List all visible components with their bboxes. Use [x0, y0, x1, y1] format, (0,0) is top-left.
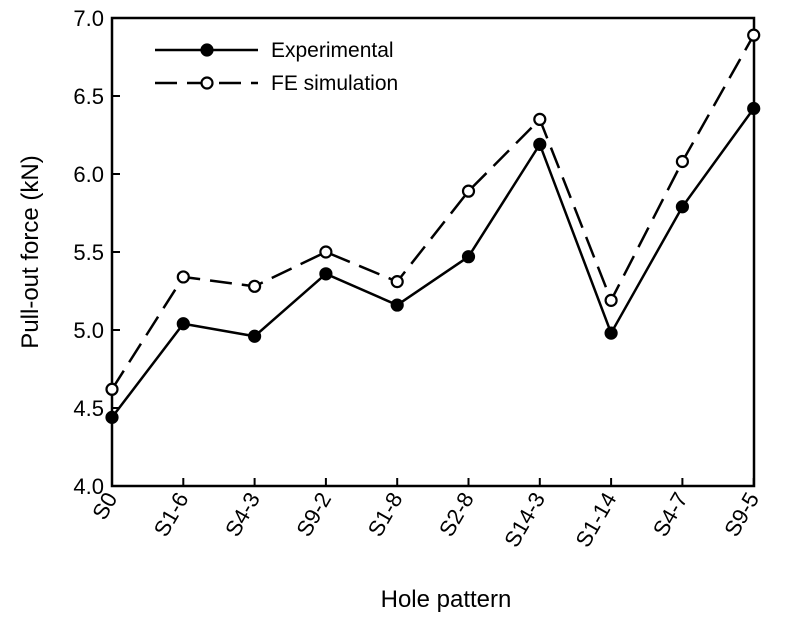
- x-tick-label: S9-2: [291, 488, 336, 541]
- data-point: [747, 101, 761, 116]
- data-point: [390, 298, 404, 312]
- x-tick-label: S1-6: [149, 488, 194, 541]
- data-point: [675, 154, 690, 169]
- legend-marker: [200, 43, 214, 57]
- series-line: [110, 34, 755, 390]
- data-point: [105, 410, 119, 424]
- y-tick-label: 7.0: [73, 6, 104, 31]
- data-point: [248, 329, 262, 343]
- data-point: [319, 245, 333, 259]
- y-tick-label: 5.0: [73, 318, 104, 343]
- data-point: [675, 200, 690, 214]
- x-tick-label: S4-3: [220, 488, 265, 541]
- series-experimental: [105, 101, 761, 424]
- x-tick-label: S14-3: [499, 488, 550, 551]
- data-point: [248, 279, 262, 293]
- x-axis: S0 S1-6 S4-3 S9-2 S1-8 S2-8 S14-3 S1-14 S4-7 S9-5: [87, 478, 764, 551]
- x-tick-label: S1-8: [363, 488, 408, 541]
- y-axis: 4.0 4.5 5.0 5.5 6.0 6.5 7.0: [73, 6, 120, 499]
- data-point: [533, 137, 547, 151]
- y-tick-label: 5.5: [73, 240, 104, 265]
- data-point: [461, 184, 476, 198]
- series-fe-simulation: [105, 28, 761, 396]
- data-point: [176, 270, 190, 284]
- y-axis-title: Pull-out force (kN): [17, 155, 44, 348]
- data-point: [604, 326, 618, 340]
- data-point: [604, 293, 618, 307]
- x-tick-label: S2-8: [434, 488, 479, 541]
- series-layer: [105, 28, 761, 424]
- data-point: [105, 382, 119, 396]
- data-point: [461, 250, 476, 264]
- data-point: [390, 275, 404, 289]
- x-tick-label: S1-14: [570, 488, 621, 551]
- y-tick-label: 4.5: [73, 396, 104, 421]
- legend-label: FE simulation: [271, 72, 398, 95]
- data-point: [533, 112, 547, 127]
- data-point: [176, 317, 190, 331]
- legend: Experimental FE simulation: [155, 39, 398, 95]
- x-axis-title: Hole pattern: [381, 586, 512, 613]
- y-tick-label: 6.0: [73, 162, 104, 187]
- legend-marker: [200, 76, 214, 90]
- y-tick-label: 6.5: [73, 84, 104, 109]
- data-point: [319, 267, 333, 281]
- x-tick-label: S4-7: [648, 488, 693, 541]
- data-point: [747, 28, 761, 42]
- legend-label: Experimental: [271, 39, 394, 62]
- x-tick-label: S9-5: [719, 488, 764, 541]
- y-tick-label: 4.0: [73, 474, 104, 499]
- series-line: [111, 107, 755, 419]
